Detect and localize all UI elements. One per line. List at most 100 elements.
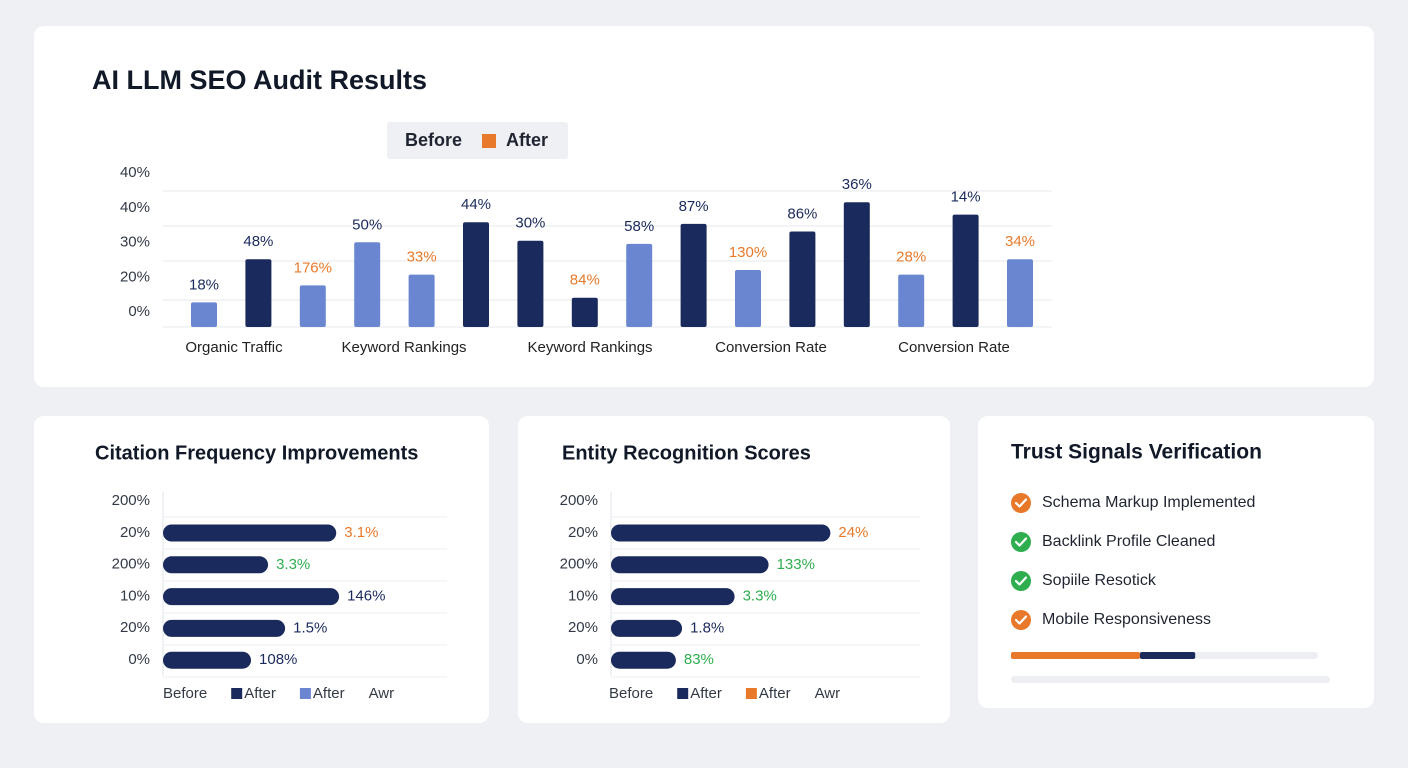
bar-label: 108% [259, 651, 297, 668]
bar-label: 34% [1005, 233, 1035, 250]
y-tick-label: 40% [120, 164, 150, 181]
x-tick-label: Keyword Rankings [527, 339, 652, 356]
bar-label: 130% [729, 244, 767, 261]
bar [952, 214, 979, 327]
bar-label: 36% [842, 176, 872, 193]
check-mark [1014, 615, 1028, 625]
bar [163, 651, 252, 669]
legend-label: After [690, 685, 722, 702]
x-tick-label: Keyword Rankings [341, 339, 466, 356]
bar-label: 14% [951, 189, 981, 206]
bar [626, 243, 653, 327]
legend-box [387, 122, 568, 159]
bar [789, 231, 816, 327]
bar-label: 30% [515, 215, 545, 232]
y-tick-label: 30% [120, 234, 150, 251]
bar-label: 1.8% [690, 619, 724, 636]
x-tick-label: Conversion Rate [898, 339, 1010, 356]
bar-label: 28% [896, 249, 926, 266]
entity-title: Entity Recognition Scores [562, 442, 811, 464]
bar-label: 1.5% [293, 619, 327, 636]
status-icon [1011, 610, 1031, 630]
y-tick-label: 0% [128, 651, 150, 668]
bar-label: 87% [679, 198, 709, 215]
bar [191, 302, 217, 327]
legend-swatch [299, 688, 311, 699]
y-tick-label: 200% [112, 556, 150, 573]
bar-label: 133% [777, 556, 815, 573]
legend-label: After [506, 130, 548, 150]
progress-segment [1011, 652, 1140, 659]
bar-label: 18% [189, 276, 219, 293]
bar-label: 3.1% [344, 524, 378, 541]
bar-label: 83% [684, 651, 714, 668]
bar-label: 44% [461, 196, 491, 213]
bar [163, 556, 269, 574]
status-icon [1011, 532, 1031, 552]
legend-label: Awr [815, 685, 841, 702]
trust-card [978, 416, 1374, 708]
bar [163, 524, 337, 542]
legend-label: After [759, 685, 791, 702]
legend-swatch [677, 688, 689, 699]
item-label: Sopiile Resotick [1042, 572, 1157, 589]
y-tick-label: 0% [576, 651, 598, 668]
check-mark [1014, 498, 1028, 508]
progress-track-secondary [1011, 676, 1330, 683]
check-mark [1014, 537, 1028, 547]
y-tick-label: 20% [120, 619, 150, 636]
trust-title: Trust Signals Verification [1011, 441, 1262, 464]
main-title: AI LLM SEO Audit Results [92, 65, 427, 95]
y-tick-label: 10% [568, 587, 598, 604]
bar [517, 240, 544, 327]
bar [163, 619, 286, 637]
x-tick-label: Conversion Rate [715, 339, 827, 356]
bar-label: 24% [838, 524, 868, 541]
y-tick-label: 0% [128, 303, 150, 320]
y-tick-label: 200% [560, 556, 598, 573]
progress-segment [1139, 652, 1196, 659]
legend-label: Before [609, 685, 653, 702]
bar [299, 285, 326, 327]
bar [163, 588, 340, 606]
bar-label: 58% [624, 218, 654, 235]
bar [611, 588, 735, 606]
legend-swatch [482, 134, 496, 148]
bar-label: 33% [407, 249, 437, 266]
y-tick-label: 20% [568, 524, 598, 541]
bar [611, 556, 769, 574]
item-label: Schema Markup Implemented [1042, 494, 1255, 511]
status-icon [1011, 571, 1031, 591]
bar-label: 84% [570, 272, 600, 289]
bar [611, 524, 831, 542]
bar [898, 274, 925, 327]
bar-label: 48% [243, 233, 273, 250]
bar [408, 274, 435, 327]
legend-label: After [313, 685, 345, 702]
bar [735, 270, 761, 327]
item-label: Backlink Profile Cleaned [1042, 533, 1215, 550]
bar [463, 222, 489, 327]
bar [245, 259, 272, 327]
bar [611, 651, 676, 669]
legend-swatch [231, 688, 243, 699]
bar-label: 3.3% [276, 556, 310, 573]
bar [1007, 259, 1033, 327]
y-tick-label: 20% [568, 619, 598, 636]
bar-label: 176% [294, 259, 332, 276]
x-tick-label: Organic Traffic [185, 339, 283, 356]
status-icon [1011, 493, 1031, 513]
bar [611, 619, 683, 637]
legend-label: Awr [369, 685, 395, 702]
bar-label: 86% [787, 205, 817, 222]
y-tick-label: 10% [120, 587, 150, 604]
bar [571, 297, 598, 327]
bar-label: 50% [352, 216, 382, 233]
y-tick-label: 20% [120, 524, 150, 541]
item-label: Mobile Responsiveness [1042, 611, 1211, 628]
y-tick-label: 200% [112, 492, 150, 509]
legend-swatch [745, 688, 757, 699]
legend-label: Before [405, 130, 462, 150]
y-tick-label: 40% [120, 199, 150, 216]
